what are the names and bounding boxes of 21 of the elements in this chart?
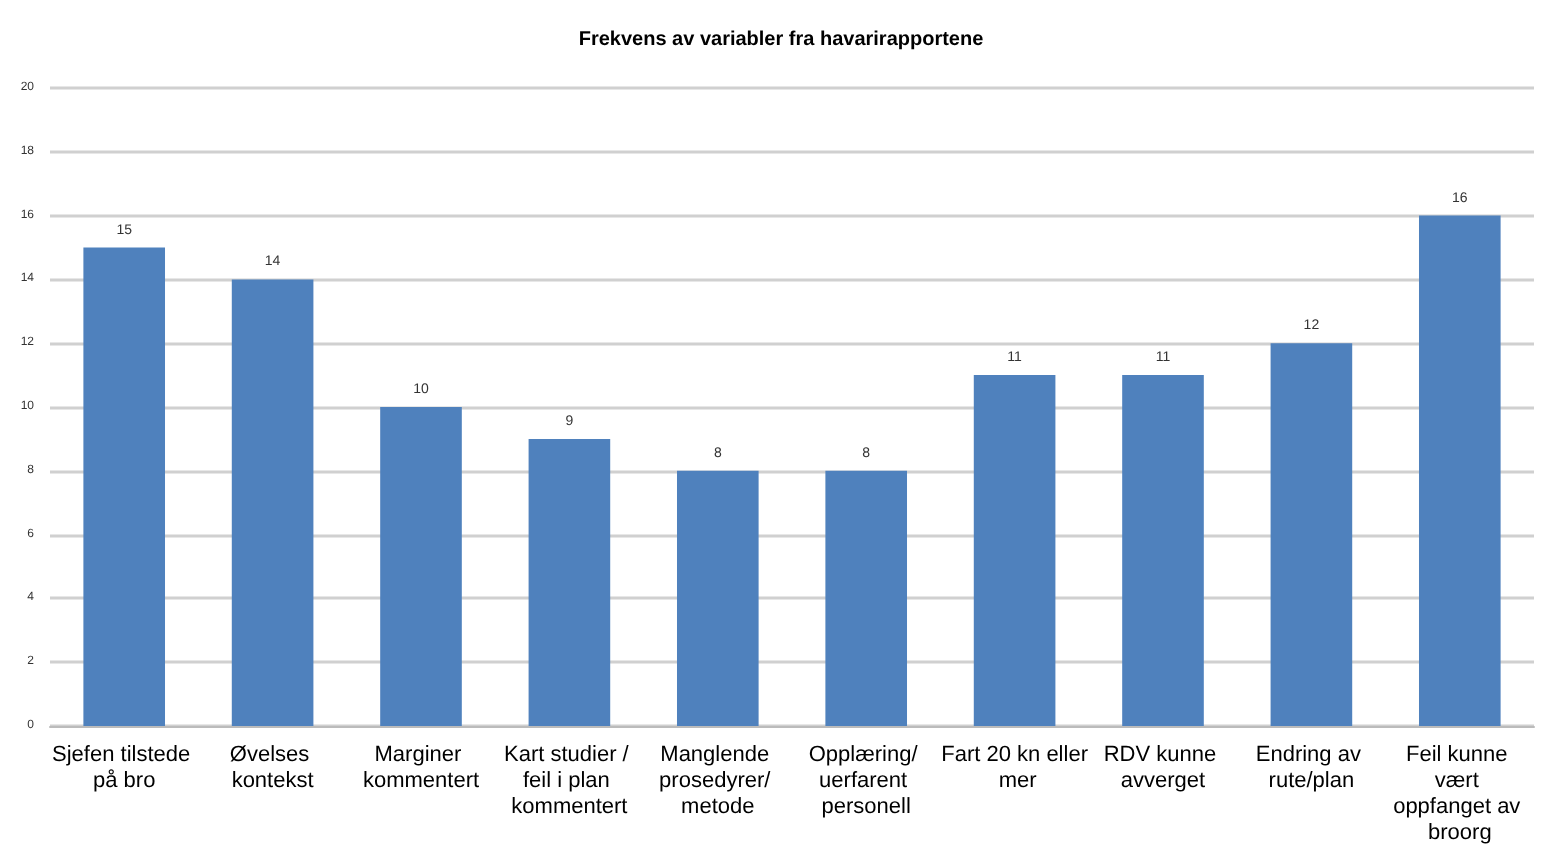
x-tick-label: Endring av rute/plan [1255, 743, 1368, 793]
chart-title: Frekvens av variabler fra havarirapportene [578, 29, 985, 51]
bar [528, 438, 611, 726]
x-tick-label: Manglende prosedyrer/ metode [659, 743, 777, 819]
bar [973, 375, 1056, 726]
bar [380, 407, 462, 726]
bar [1122, 375, 1204, 726]
x-tick-label: Marginer kommentert [362, 743, 480, 793]
bar [231, 279, 314, 726]
bar [825, 470, 908, 726]
x-tick-label: Sjefen tilstede på bro [52, 743, 197, 793]
x-tick-label: RDV kunne avverget [1103, 743, 1223, 793]
x-tick-label: Øvelses kontekst [229, 743, 316, 793]
x-tick-label: Fart 20 kn eller mer [941, 743, 1089, 793]
x-tick-label: Kart studier / feil i plan kommentert [503, 743, 635, 819]
bar [83, 247, 166, 726]
bar [676, 470, 759, 726]
x-tick-label: Opplæring/ uerfarent personell [808, 743, 924, 819]
bar [1418, 215, 1501, 726]
x-tick-label: Feil kunne vært oppfanget av broorg [1393, 743, 1527, 845]
bar [1270, 343, 1353, 726]
